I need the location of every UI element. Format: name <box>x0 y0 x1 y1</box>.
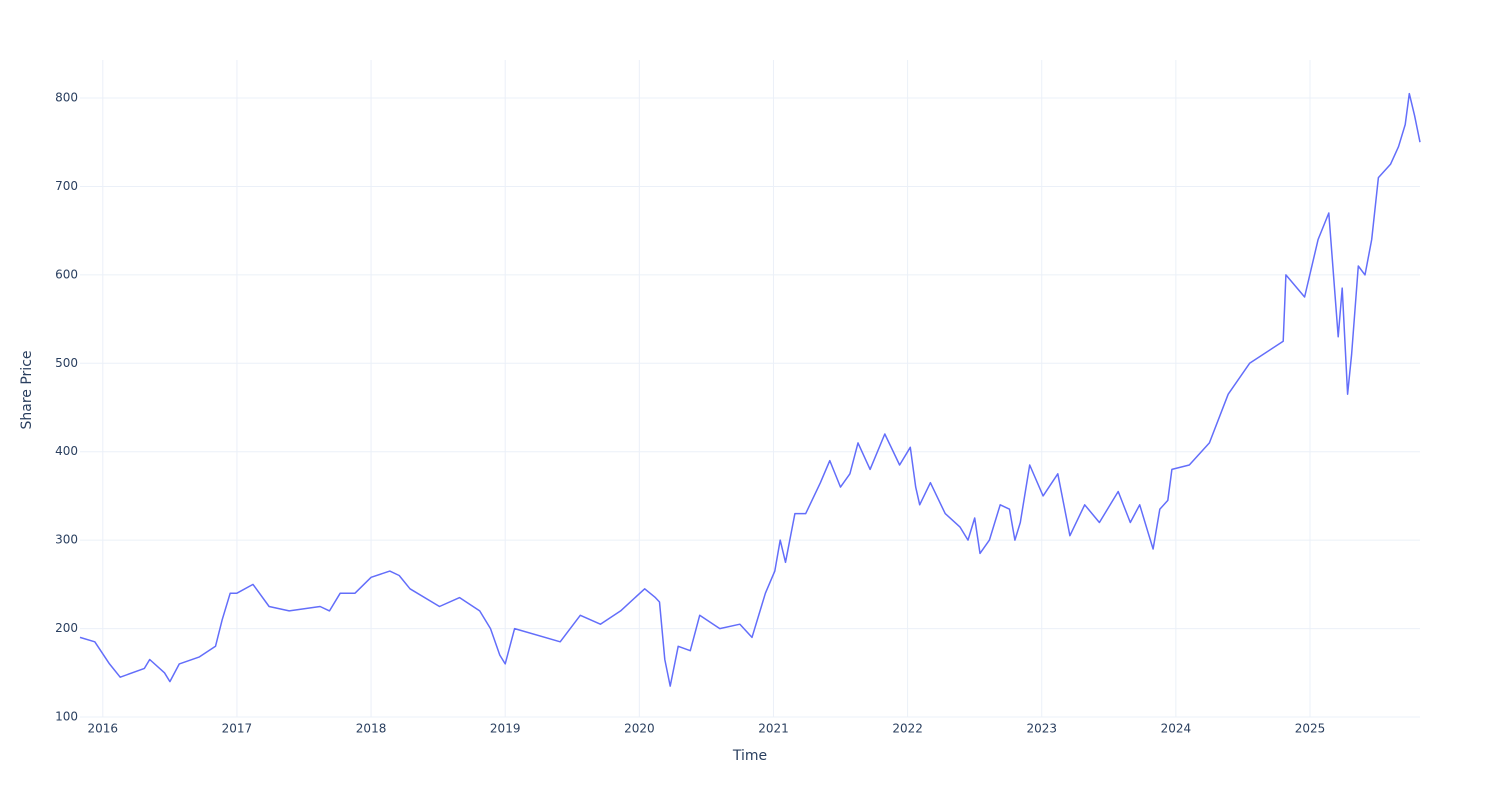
x-tick-label: 2018 <box>356 722 387 736</box>
y-tick-label: 700 <box>55 179 78 193</box>
y-tick-label: 400 <box>55 444 78 458</box>
grid <box>80 60 1420 718</box>
x-tick-label: 2025 <box>1295 722 1326 736</box>
y-tick-label: 500 <box>55 356 78 370</box>
x-tick-label: 2021 <box>758 722 789 736</box>
y-tick-label: 800 <box>55 91 78 105</box>
y-tick-label: 100 <box>55 710 78 724</box>
x-tick-label: 2023 <box>1026 722 1057 736</box>
x-tick-label: 2019 <box>490 722 521 736</box>
x-axis-title: Time <box>732 748 767 764</box>
x-tick-label: 2024 <box>1161 722 1192 736</box>
x-tick-label: 2020 <box>624 722 655 736</box>
y-tick-label: 600 <box>55 267 78 281</box>
x-tick-label: 2017 <box>222 722 253 736</box>
x-tick-label: 2022 <box>892 722 923 736</box>
y-tick-label: 200 <box>55 621 78 635</box>
x-tick-label: 2016 <box>88 722 119 736</box>
y-tick-label: 300 <box>55 533 78 547</box>
plot-area <box>79 92 1421 687</box>
price-line <box>79 92 1421 687</box>
y-axis-title: Share Price <box>19 350 35 429</box>
